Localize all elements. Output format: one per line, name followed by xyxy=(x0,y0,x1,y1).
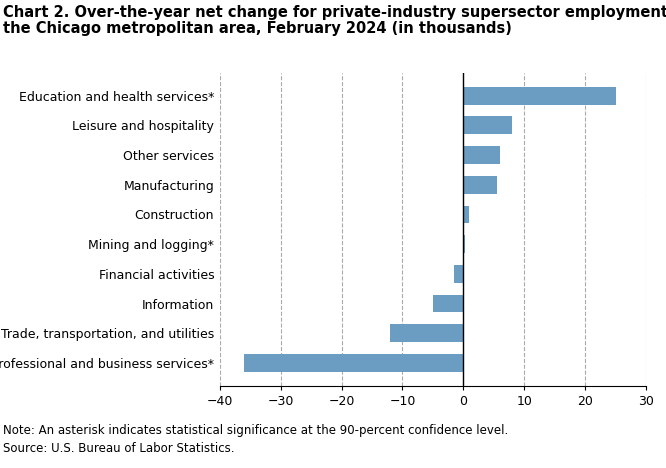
Bar xyxy=(464,146,500,164)
Bar xyxy=(433,295,464,313)
Bar xyxy=(390,324,464,342)
Bar xyxy=(464,235,465,253)
Bar xyxy=(454,265,464,283)
Text: the Chicago metropolitan area, February 2024 (in thousands): the Chicago metropolitan area, February … xyxy=(3,21,512,36)
Text: Note: An asterisk indicates statistical significance at the 90-percent confidenc: Note: An asterisk indicates statistical … xyxy=(3,424,509,437)
Bar xyxy=(464,117,512,134)
Text: Chart 2. Over-the-year net change for private-industry supersector employment in: Chart 2. Over-the-year net change for pr… xyxy=(3,5,666,20)
Bar xyxy=(244,354,464,372)
Text: Source: U.S. Bureau of Labor Statistics.: Source: U.S. Bureau of Labor Statistics. xyxy=(3,442,235,455)
Bar xyxy=(464,205,470,223)
Bar xyxy=(464,87,615,105)
Bar xyxy=(464,176,497,194)
